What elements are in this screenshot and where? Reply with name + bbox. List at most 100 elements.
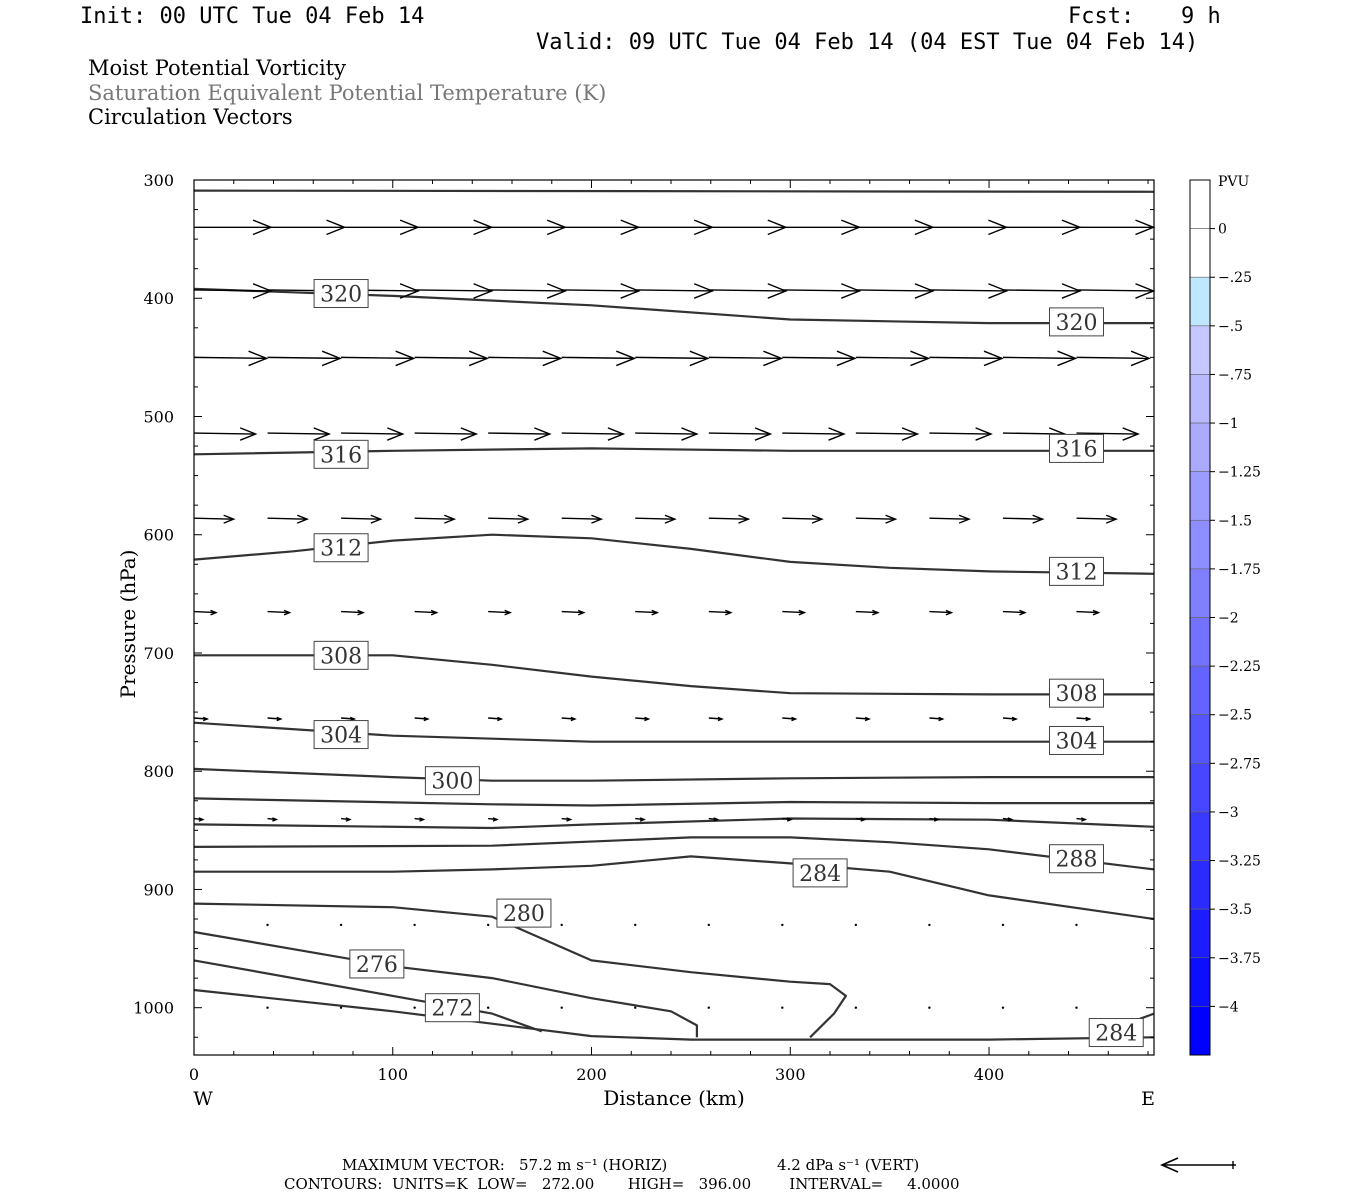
circulation-vector [928, 923, 931, 927]
circulation-vector [855, 716, 871, 722]
circulation-vector [782, 219, 862, 236]
circulation-vector [341, 219, 420, 236]
circulation-vector [488, 514, 530, 524]
circulation-vector [855, 514, 898, 524]
svg-text:308: 308 [320, 644, 362, 669]
contour-label: 288 [1048, 844, 1104, 874]
circulation-vector [414, 427, 479, 441]
circulation-vector [782, 716, 798, 722]
circulation-vector [634, 923, 637, 927]
colorbar-tick-label: −.75 [1218, 367, 1252, 383]
circulation-vector [1002, 283, 1082, 299]
axes-layer: 300 400 500 600 700 800 900 1000 0 100 200 300 400 [133, 171, 1154, 1084]
title-vectors: Circulation Vectors [88, 105, 293, 129]
circulation-vector [928, 1006, 931, 1009]
y-tick-label: 800 [143, 762, 174, 781]
colorbar-segment [1189, 519, 1211, 570]
circulation-vector [267, 350, 343, 367]
contour-label: 320 [1048, 307, 1104, 337]
vector-layer [193, 219, 1156, 1009]
colorbar-tick-label: −2.25 [1218, 659, 1261, 675]
circulation-vector [339, 1006, 343, 1009]
circulation-vector [193, 514, 236, 524]
circulation-vector [560, 923, 563, 927]
y-tick-label: 300 [143, 171, 174, 190]
circulation-vector [486, 923, 490, 927]
colorbar-segment [1189, 908, 1211, 959]
circulation-vector [1075, 1006, 1078, 1009]
contour-line [193, 836, 1155, 871]
x-tick-label: 400 [974, 1065, 1005, 1084]
colorbar-tick-label: −1.25 [1218, 465, 1261, 481]
contour-line [193, 189, 1155, 193]
circulation-vector [266, 1006, 269, 1009]
colorbar-segment [1189, 714, 1211, 764]
circulation-vector [1076, 427, 1140, 441]
contour-label: 316 [313, 439, 369, 469]
circulation-vector [561, 716, 577, 722]
circulation-vector [708, 350, 784, 367]
circulation-vector [1076, 514, 1118, 524]
circulation-vector [1001, 1006, 1005, 1009]
svg-text:284: 284 [799, 862, 841, 887]
circulation-vector [193, 716, 210, 722]
colorbar-segment [1189, 811, 1211, 861]
circulation-vector [488, 427, 552, 441]
circulation-vector [854, 923, 858, 927]
circulation-vector [413, 1006, 416, 1009]
circulation-vector [855, 427, 920, 441]
circulation-vector [708, 427, 773, 441]
circulation-vector [929, 716, 945, 722]
svg-text:320: 320 [320, 283, 362, 308]
plot-frame [193, 179, 1155, 1056]
circulation-vector [561, 609, 586, 616]
colorbar-segment [1189, 179, 1211, 229]
contour-layer [193, 189, 1155, 1041]
contour-label: 316 [1048, 433, 1104, 463]
colorbar-segment [1189, 325, 1211, 375]
circulation-vector [635, 817, 646, 822]
circulation-vector [1002, 817, 1014, 822]
title-theta-es: Saturation Equivalent Potential Temperat… [88, 81, 607, 105]
y-tick-label: 700 [143, 644, 174, 663]
circulation-vector [1002, 219, 1082, 236]
contour-label: 304 [313, 720, 369, 750]
colorbar-segment [1189, 471, 1211, 521]
circulation-vector [782, 609, 807, 616]
circulation-vector [782, 514, 824, 524]
circulation-vector [635, 427, 699, 441]
colorbar-segment [1189, 665, 1211, 716]
colorbar-tick-label: −2 [1218, 611, 1239, 627]
svg-text:312: 312 [320, 537, 362, 562]
circulation-vector [1076, 609, 1101, 616]
circulation-vector [486, 1006, 490, 1009]
colorbar-segment [1189, 374, 1211, 424]
y-tick-label: 400 [143, 289, 174, 308]
circulation-vector [1001, 923, 1005, 927]
svg-text:288: 288 [1055, 848, 1097, 873]
circulation-vector [561, 350, 637, 367]
y-tick-label: 900 [143, 880, 174, 899]
circulation-vector [488, 350, 563, 367]
valid-time: Valid: 09 UTC Tue 04 Feb 14 (04 EST Tue … [536, 30, 1199, 55]
circulation-vector [414, 350, 490, 367]
contour-line [193, 797, 1154, 807]
svg-text:316: 316 [1055, 437, 1097, 462]
colorbar-tick-label: −1.75 [1218, 562, 1261, 578]
contour-info: CONTOURS: UNITS=K LOW= 272.00 HIGH= 396.… [284, 1175, 960, 1193]
colorbar-tick-label: −.5 [1218, 319, 1243, 335]
circulation-vector [635, 219, 715, 236]
colorbar-tick-label: −2.5 [1218, 708, 1252, 724]
circulation-vector [708, 817, 720, 822]
circulation-vector [634, 1006, 637, 1009]
colorbar-tick-label: −.25 [1218, 270, 1252, 286]
circulation-vector [929, 514, 971, 524]
circulation-vector [341, 514, 383, 524]
circulation-vector [708, 609, 733, 616]
circulation-vector [929, 817, 941, 822]
max-vector-label: MAXIMUM VECTOR: [342, 1156, 505, 1174]
circulation-vector [193, 350, 269, 367]
circulation-vector [488, 609, 513, 616]
circulation-vector [929, 427, 993, 441]
